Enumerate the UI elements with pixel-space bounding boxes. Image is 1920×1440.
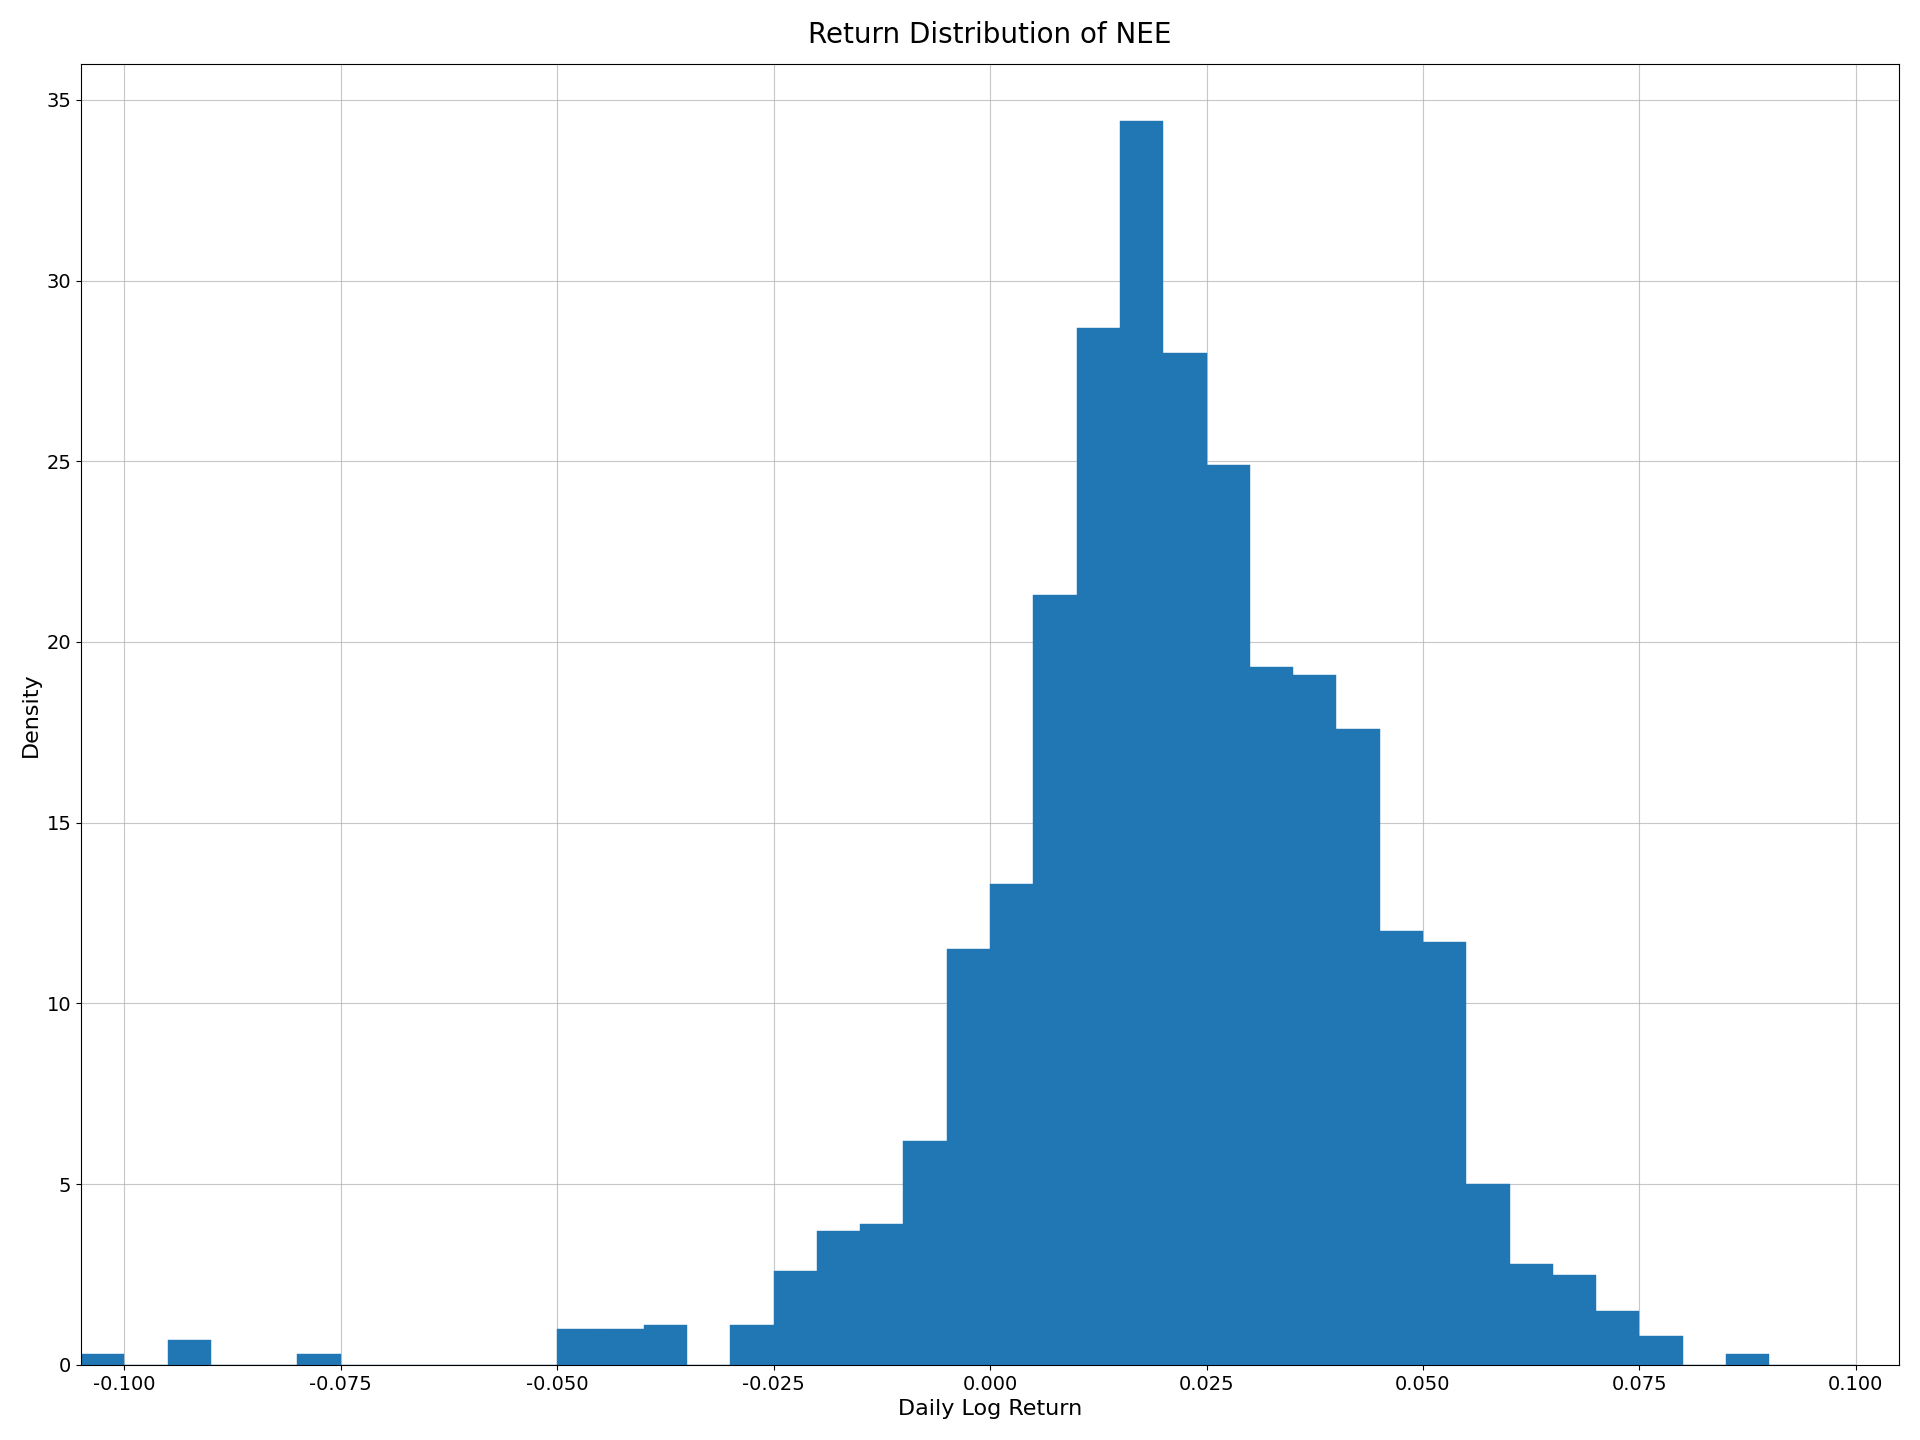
Bar [601, 1329, 643, 1365]
Bar [1292, 674, 1336, 1365]
Bar [1467, 1184, 1509, 1365]
Bar [816, 1231, 860, 1365]
Bar [904, 1140, 947, 1365]
X-axis label: Daily Log Return: Daily Log Return [899, 1400, 1083, 1420]
Bar [1596, 1310, 1640, 1365]
Bar [860, 1224, 904, 1365]
Y-axis label: Density: Density [21, 672, 40, 756]
Title: Return Distribution of NEE: Return Distribution of NEE [808, 20, 1171, 49]
Bar [1423, 942, 1467, 1365]
Bar [1119, 121, 1164, 1365]
Bar [1380, 932, 1423, 1365]
Bar [1206, 465, 1250, 1365]
Bar [947, 949, 991, 1365]
Bar [1553, 1274, 1596, 1365]
Bar [81, 1354, 125, 1365]
Bar [298, 1354, 340, 1365]
Bar [1164, 353, 1206, 1365]
Bar [774, 1272, 816, 1365]
Bar [1250, 667, 1292, 1365]
Bar [1077, 327, 1119, 1365]
Bar [643, 1325, 687, 1365]
Bar [1509, 1264, 1553, 1365]
Bar [1640, 1336, 1682, 1365]
Bar [991, 884, 1033, 1365]
Bar [730, 1325, 774, 1365]
Bar [1033, 595, 1077, 1365]
Bar [557, 1329, 601, 1365]
Bar [1726, 1354, 1770, 1365]
Bar [1336, 729, 1380, 1365]
Bar [167, 1339, 211, 1365]
